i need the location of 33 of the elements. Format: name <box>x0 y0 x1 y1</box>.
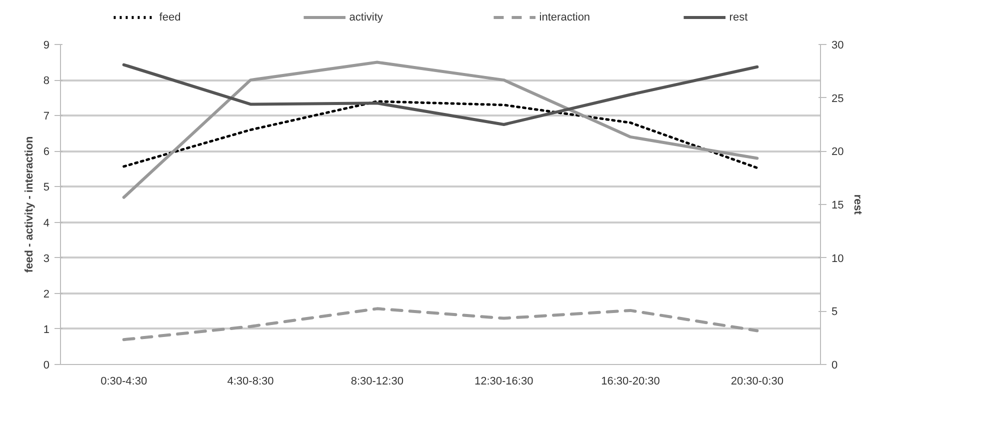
y-tick-label: 1 <box>43 324 50 336</box>
y-tick-label: 9 <box>43 40 50 52</box>
line-series <box>122 63 759 126</box>
y-tick-label: 6 <box>43 146 50 158</box>
x-tick-label: 20:30-0:30 <box>730 376 784 388</box>
y2-tick-label: 25 <box>832 92 844 105</box>
legend-label: interaction <box>539 12 590 24</box>
y-tick-label: 7 <box>43 110 50 123</box>
y-tick-label: 5 <box>43 182 50 194</box>
y-tick-label: 3 <box>43 252 50 265</box>
x-tick-label: 12:30-16:30 <box>474 376 534 388</box>
y2-tick-label: 20 <box>832 146 844 158</box>
y2-tick-label: 30 <box>832 40 844 52</box>
y-tick-label: 8 <box>43 75 50 88</box>
y2-tick-label: 15 <box>832 200 844 212</box>
y-axis-title: feed - activity - interaction <box>23 136 36 273</box>
x-tick-label: 16:30-20:30 <box>601 376 660 388</box>
legend-label: activity <box>349 12 384 24</box>
y2-tick-label: 5 <box>832 306 838 318</box>
line-series <box>122 100 758 170</box>
y2-tick-label: 0 <box>832 360 838 372</box>
y-tick-label: 2 <box>43 288 50 300</box>
y2-tick-label: 10 <box>832 252 844 265</box>
line-series <box>122 60 759 199</box>
x-tick-label: 0:30-4:30 <box>100 376 148 388</box>
y-tick-label: 4 <box>43 217 50 230</box>
legend-label: feed <box>159 12 181 24</box>
line-series <box>122 307 759 342</box>
y2-axis-title: rest <box>852 194 864 215</box>
x-tick-label: 8:30-12:30 <box>350 376 404 388</box>
y-tick-label: 0 <box>43 360 50 372</box>
legend-label: rest <box>729 12 748 24</box>
x-tick-label: 4:30-8:30 <box>227 376 274 388</box>
